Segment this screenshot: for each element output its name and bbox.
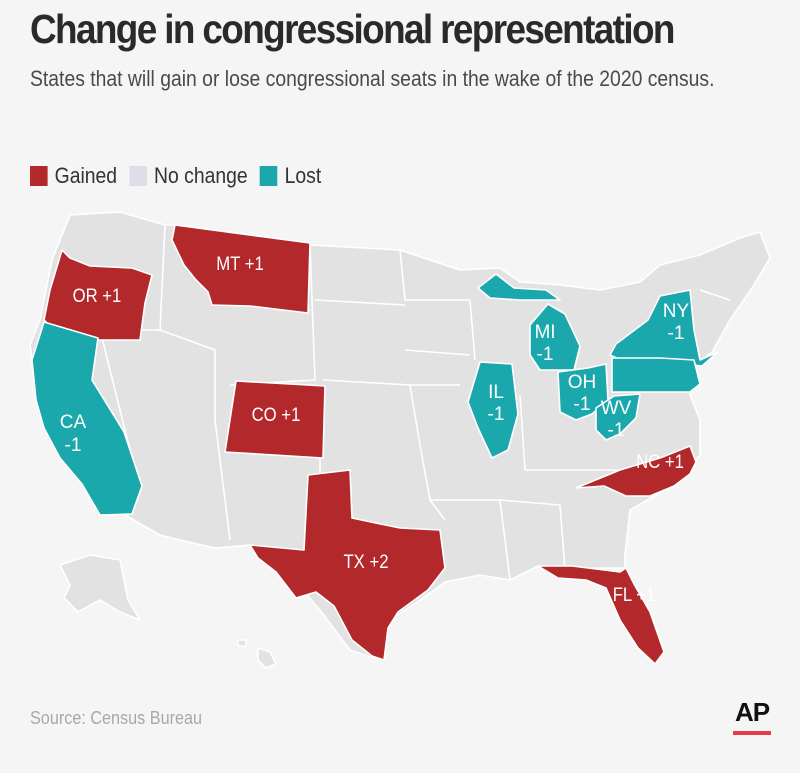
state-west-virginia (595, 393, 641, 441)
legend-swatch-gained (30, 166, 48, 186)
label-ny-change: -1 (668, 323, 685, 344)
legend-label-gained: Gained (54, 163, 118, 188)
state-california (31, 321, 143, 516)
label-il-change: -1 (488, 404, 505, 425)
alaska-shape (59, 554, 141, 621)
legend-swatch-lost (260, 166, 278, 186)
label-ca-abbr: CA (60, 412, 87, 433)
label-oh-abbr: OH (568, 372, 597, 393)
map-title: Change in congressional representation (30, 6, 675, 52)
state-michigan-upper (477, 273, 561, 301)
label-il-abbr: IL (488, 382, 504, 403)
label-mi-abbr: MI (534, 322, 555, 343)
label-wv-change: -1 (608, 420, 625, 441)
legend-swatch-no-change (129, 166, 147, 186)
hawaii-small-island (237, 639, 247, 647)
state-north-carolina (575, 445, 697, 497)
legend-label-lost: Lost (284, 163, 322, 188)
label-mi-change: -1 (537, 344, 554, 365)
source-note: Source: Census Bureau (30, 708, 202, 728)
state-michigan (529, 303, 581, 371)
legend-item-no-change: No change (129, 163, 248, 189)
label-wv-abbr: WV (601, 398, 632, 419)
state-oregon (43, 249, 153, 341)
state-colorado (224, 380, 326, 459)
state-pennsylvania (611, 357, 701, 393)
ap-logo-text: AP (734, 697, 770, 727)
map-subtitle: States that will gain or lose congressio… (30, 66, 715, 91)
state-montana (171, 224, 311, 314)
label-tx: TX +2 (343, 551, 388, 572)
ap-logo: AP (733, 697, 771, 735)
ap-logo-bar (733, 731, 771, 735)
label-nc: NC +1 (636, 451, 684, 472)
label-ca-change: -1 (65, 435, 82, 456)
label-co: CO +1 (252, 404, 301, 425)
label-or: OR +1 (73, 285, 122, 306)
label-ny-abbr: NY (663, 301, 690, 322)
label-fl: FL +1 (613, 584, 656, 605)
legend-label-no-change: No change (154, 163, 248, 188)
hawaii-shape (257, 647, 277, 669)
state-florida (537, 565, 665, 665)
legend: Gained No change Lost (30, 162, 334, 190)
state-illinois (467, 361, 519, 459)
us-map: OR +1 MT +1 CO +1 TX +2 NC +1 FL +1 CA -… (29, 211, 771, 669)
label-mt: MT +1 (216, 253, 264, 274)
us-base-landmass (29, 211, 771, 661)
legend-item-lost: Lost (260, 163, 321, 189)
state-texas (249, 469, 446, 661)
label-oh-change: -1 (574, 394, 591, 415)
legend-item-gained: Gained (30, 163, 117, 189)
